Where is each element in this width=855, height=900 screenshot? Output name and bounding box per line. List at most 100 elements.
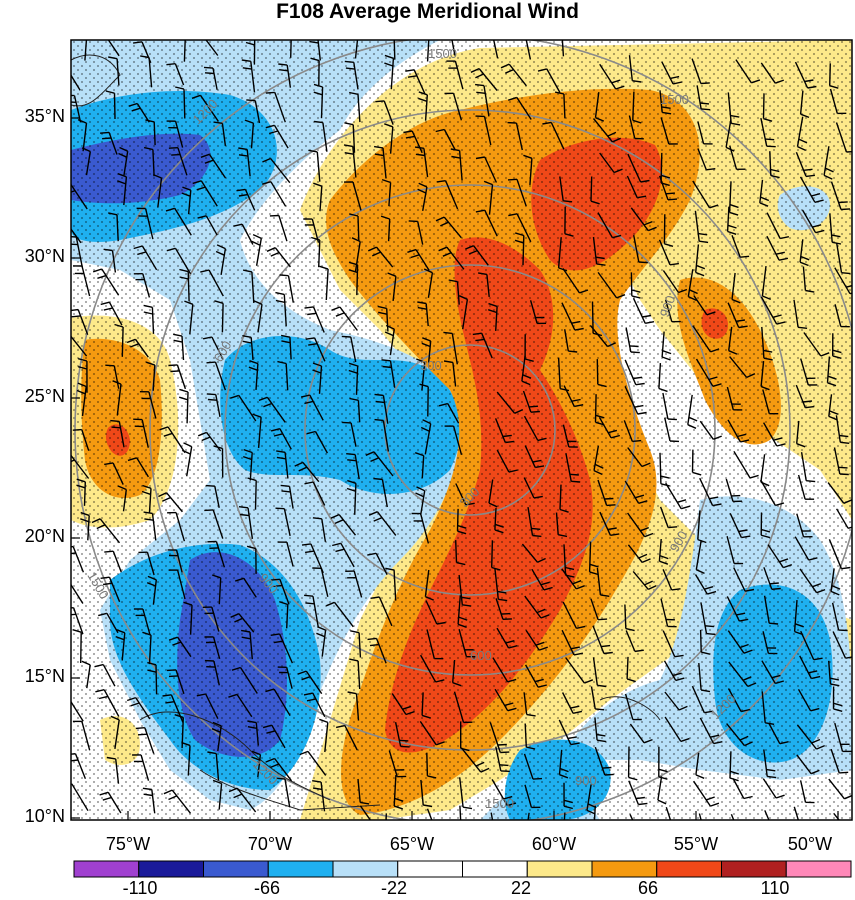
wind-barb-feather [312, 369, 322, 374]
wind-barb [693, 295, 708, 316]
wind-barb-feather [661, 106, 671, 109]
wind-barb [555, 512, 559, 535]
wind-barb-feather [305, 337, 315, 340]
wind-barb-feather [91, 518, 101, 524]
wind-barb [496, 391, 516, 414]
wind-barb [318, 240, 321, 268]
colorbar-label: -110 [122, 878, 158, 898]
wind-barb [524, 445, 536, 468]
wind-barb-feather [707, 590, 717, 595]
wind-barb-feather [689, 289, 698, 295]
wind-barb-feather [421, 342, 431, 348]
wind-barb-feather [457, 524, 467, 529]
wind-barb [793, 600, 798, 632]
wind-barb-feather [100, 301, 110, 306]
wind-barb-feather [475, 83, 485, 87]
wind-barb [236, 694, 253, 718]
wind-barb [698, 813, 702, 820]
wind-barb-feather [805, 405, 815, 409]
wind-barb-feather [629, 345, 639, 348]
wind-barb [664, 691, 680, 711]
wind-barb [215, 541, 226, 568]
wind-barb [626, 656, 629, 679]
wind-barb-feather [705, 796, 715, 801]
wind-barb [492, 657, 509, 683]
wind-barb [353, 62, 359, 90]
chart-title: F108 Average Meridional Wind [276, 0, 579, 23]
wind-barb [420, 490, 426, 516]
wind-barb [834, 304, 842, 327]
wind-barb [698, 663, 702, 691]
wind-barb [658, 363, 662, 389]
wind-barb-feather [746, 373, 756, 379]
wind-barb [594, 746, 606, 776]
wind-barb-feather [143, 511, 153, 515]
wind-barb-feather [794, 623, 804, 628]
wind-barb-feather [213, 445, 223, 450]
wind-barb-feather [196, 693, 206, 697]
wind-barb-feather [803, 168, 813, 171]
wind-barb [77, 309, 89, 335]
wind-barb-feather [532, 534, 542, 538]
wind-barb-feather [606, 504, 616, 507]
wind-barb-feather [475, 73, 484, 79]
wind-barb-feather [570, 705, 580, 709]
wind-barb-feather [831, 584, 841, 590]
lon-label-50: 50°W [787, 834, 833, 854]
lon-label-55: 55°W [673, 834, 719, 854]
wind-barb-feather [476, 91, 486, 94]
wind-barb-feather [71, 701, 72, 703]
wind-barb [171, 789, 192, 814]
wind-barb-feather [251, 750, 261, 756]
wind-barb-feather [443, 331, 453, 335]
wind-barb-feather [246, 545, 256, 550]
wind-barb-feather [674, 654, 684, 658]
wind-barb [692, 180, 711, 209]
wind-barb-feather [635, 382, 645, 386]
wind-barb-feather [279, 69, 289, 72]
wind-barb [769, 151, 772, 176]
wind-barb [484, 156, 498, 183]
wind-barb [152, 365, 156, 391]
wind-barb [478, 68, 498, 91]
wind-barb-feather [532, 459, 542, 463]
wind-barb-feather [505, 640, 515, 644]
wind-barb [278, 633, 294, 664]
wind-barb-feather [626, 678, 636, 683]
wind-barb-feather [215, 250, 225, 256]
wind-barb [383, 100, 394, 125]
wind-barb-feather [275, 299, 285, 303]
wind-barb [797, 474, 806, 500]
wind-barb-feather [669, 262, 679, 266]
wind-barb [103, 689, 120, 717]
wind-barb-feather [533, 495, 543, 499]
wind-barb-feather [304, 594, 314, 597]
wind-barb [151, 307, 155, 334]
wind-barb-feather [126, 696, 136, 702]
wind-barb-feather [516, 35, 525, 36]
wind-barb-feather [638, 553, 648, 559]
wind-barb-feather [738, 529, 748, 533]
wind-barb [662, 630, 676, 657]
wind-barb [761, 660, 776, 684]
wind-barb-feather [400, 745, 410, 748]
wind-barb-feather [116, 629, 126, 634]
wind-barb-feather [240, 629, 251, 633]
wind-barb [355, 693, 360, 721]
wind-barb-feather [796, 443, 806, 448]
wind-barb-feather [98, 612, 108, 617]
wind-barb [796, 116, 804, 147]
wind-barb-feather [524, 358, 534, 362]
wind-barb-feather [132, 41, 143, 44]
wind-barb-feather [559, 767, 569, 773]
wind-barb-feather [341, 335, 351, 338]
wind-barb-feather [144, 518, 154, 521]
colorbar-swatch [73, 860, 140, 878]
wind-barb-feather [182, 186, 192, 191]
wind-barb-feather [808, 670, 818, 674]
wind-barb-feather [499, 764, 509, 767]
wind-barb [481, 332, 493, 359]
wind-barb-feather [415, 153, 425, 157]
wind-barb [451, 333, 458, 365]
wind-barb-feather [712, 383, 722, 387]
